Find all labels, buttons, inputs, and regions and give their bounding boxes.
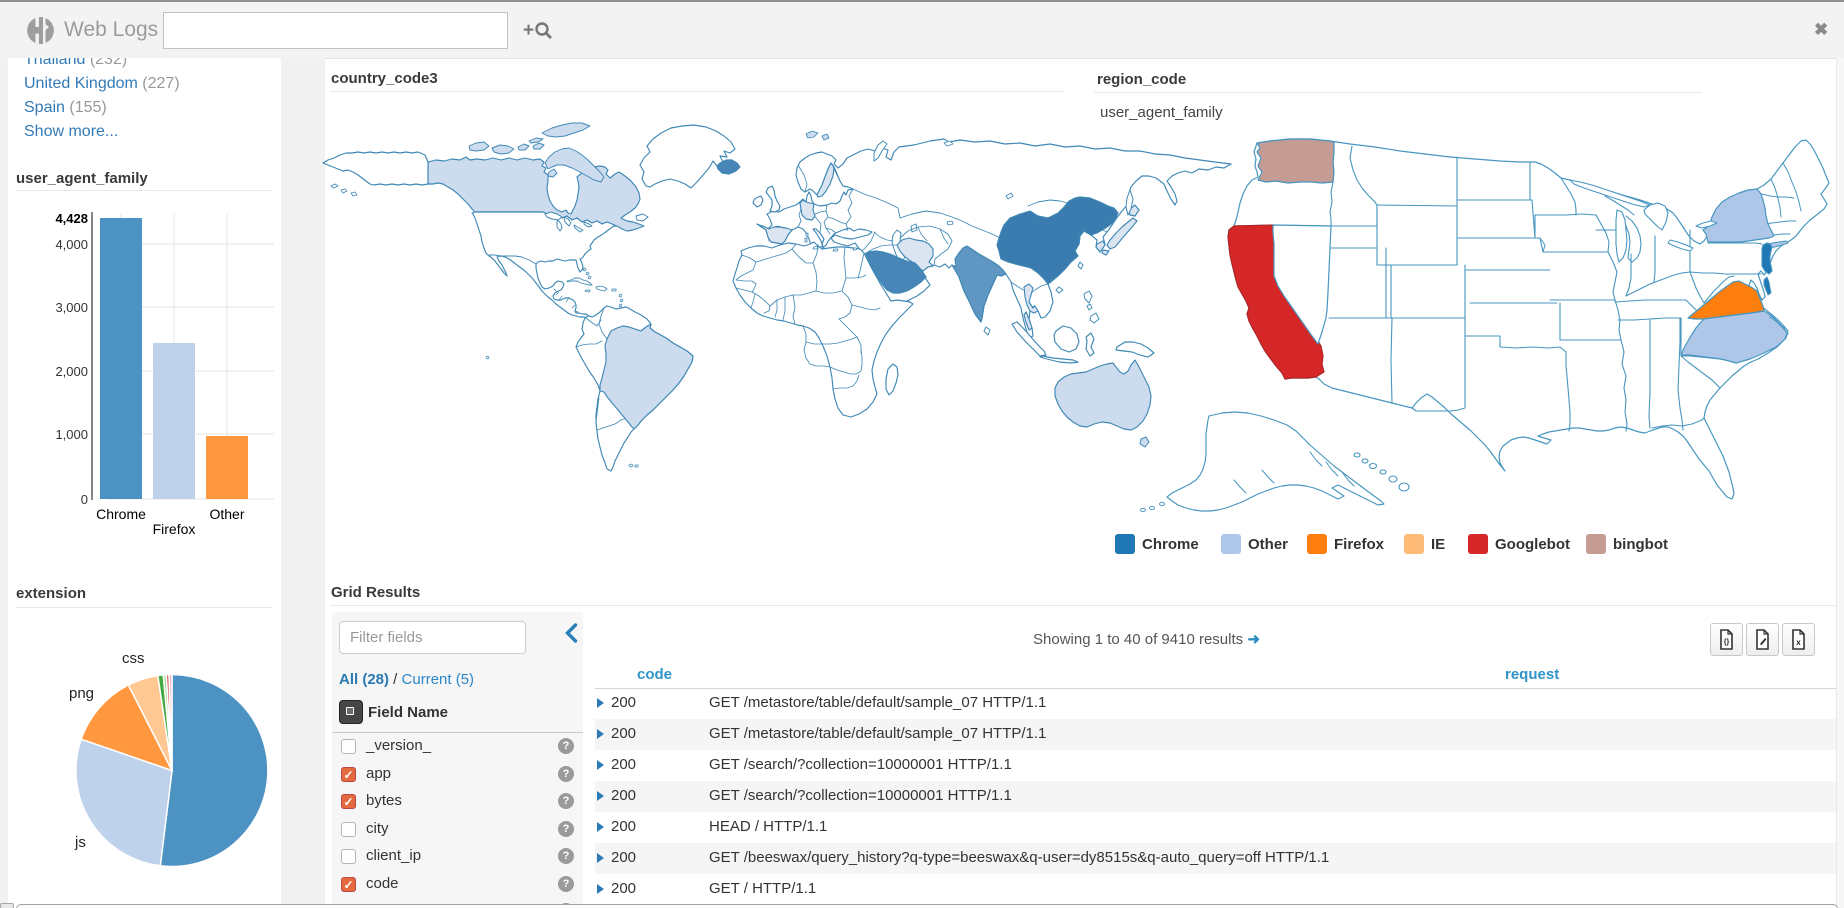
svg-text:2,000: 2,000 — [55, 364, 88, 379]
svg-text:3,000: 3,000 — [55, 300, 88, 315]
svg-text:4,000: 4,000 — [55, 237, 88, 252]
svg-text:Chrome: Chrome — [96, 506, 146, 522]
svg-text:x: x — [1796, 638, 1801, 647]
svg-text:0: 0 — [81, 492, 88, 507]
svg-text:1,000: 1,000 — [55, 427, 88, 442]
svg-text:Firefox: Firefox — [153, 521, 196, 537]
svg-text:4,428: 4,428 — [55, 211, 88, 226]
svg-text:Other: Other — [209, 506, 244, 522]
svg-text:{}: {} — [1724, 639, 1730, 646]
